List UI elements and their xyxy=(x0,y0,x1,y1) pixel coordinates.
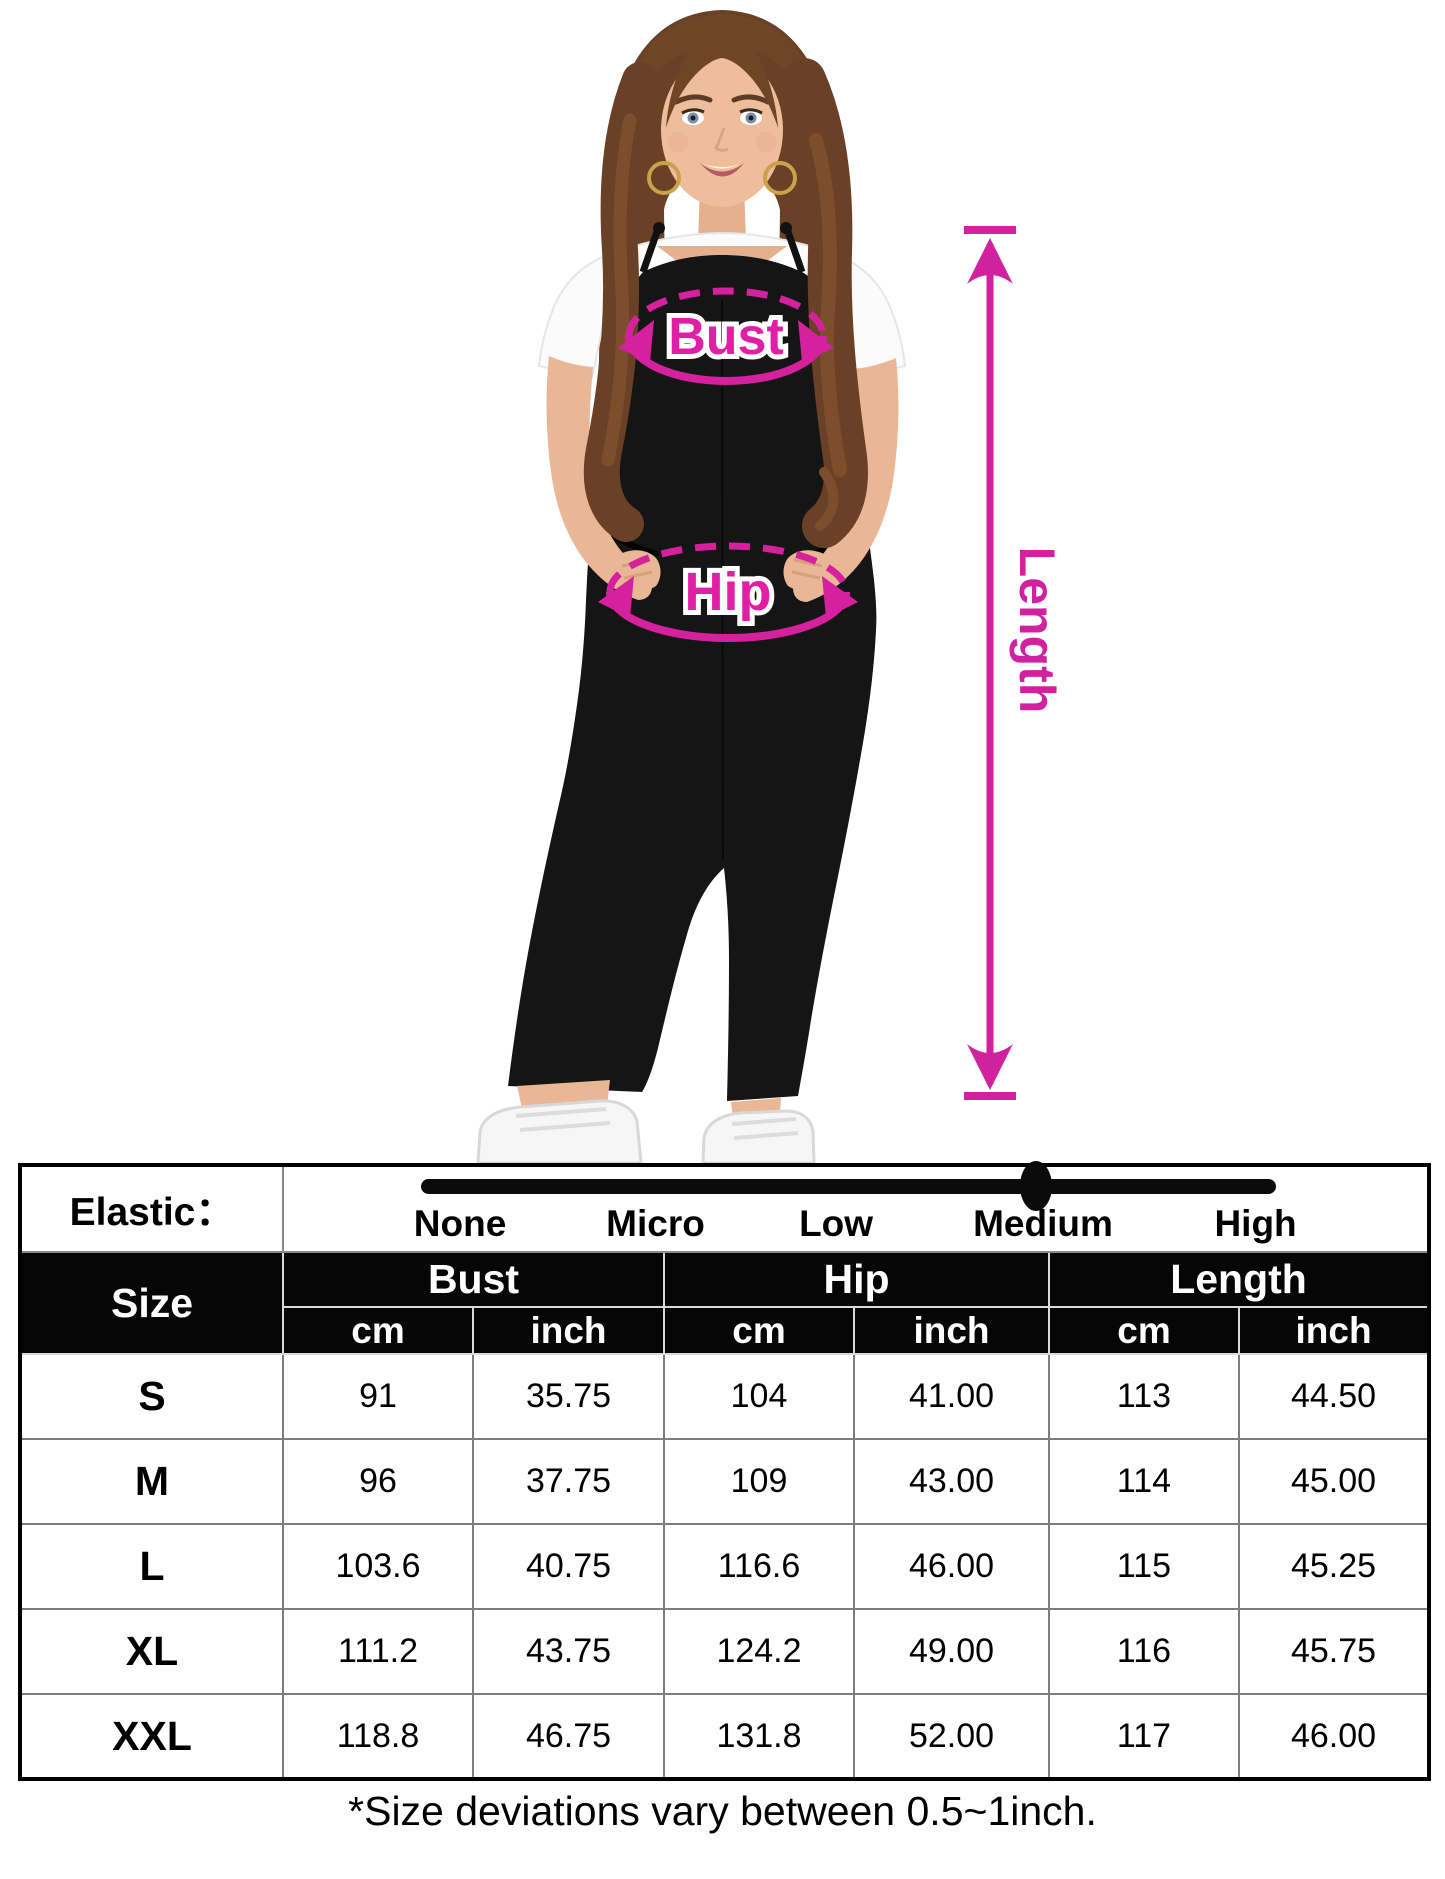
hip-label: Hip xyxy=(685,562,772,622)
bust-label: Bust xyxy=(668,308,784,366)
size-table: Elastic： None Micro Low Medium High Size… xyxy=(18,1161,1432,1781)
table-row-m: M 96 37.75 109 43.00 114 45.00 xyxy=(19,1438,1431,1525)
hip-group-header: Hip xyxy=(663,1251,1050,1308)
elastic-row: Elastic： None Micro Low Medium High xyxy=(19,1161,1431,1253)
size-cell: XL xyxy=(19,1608,284,1695)
value-cell: 116.6 xyxy=(663,1523,855,1610)
value-cell: 91 xyxy=(282,1353,474,1440)
table-row-xl: XL 111.2 43.75 124.2 49.00 116 45.75 xyxy=(19,1608,1431,1695)
value-cell: 111.2 xyxy=(282,1608,474,1695)
model-hair-front xyxy=(583,14,868,548)
value-cell: 43.00 xyxy=(853,1438,1050,1525)
value-cell: 113 xyxy=(1048,1353,1240,1440)
bust-arrow-left xyxy=(618,320,654,362)
length-arrow-down xyxy=(967,1044,1013,1090)
table-row-xxl: XXL 118.8 46.75 131.8 52.00 117 46.00 xyxy=(19,1693,1431,1780)
length-cm-header: cm xyxy=(1048,1306,1240,1355)
value-cell: 52.00 xyxy=(853,1693,1050,1780)
elastic-level-low: Low xyxy=(799,1203,874,1244)
bust-group-header: Bust xyxy=(282,1251,665,1308)
elastic-level-high: High xyxy=(1214,1203,1297,1244)
hip-arrow-left xyxy=(598,576,634,618)
elastic-label: Elastic： xyxy=(19,1164,284,1253)
elastic-level-none: None xyxy=(413,1203,507,1244)
elastic-slider-thumb xyxy=(1020,1161,1053,1211)
size-column-header: Size xyxy=(19,1251,284,1355)
value-cell: 41.00 xyxy=(853,1353,1050,1440)
earring-left xyxy=(647,161,681,195)
value-cell: 37.75 xyxy=(472,1438,665,1525)
elastic-levels: None Micro Low Medium High xyxy=(284,1203,1427,1245)
value-cell: 109 xyxy=(663,1438,855,1525)
unit-header-row: cm inch cm inch cm inch xyxy=(20,1306,1431,1355)
table-row-s: S 91 35.75 104 41.00 113 44.50 xyxy=(19,1353,1431,1440)
hip-arrow-right xyxy=(822,576,858,618)
value-cell: 46.00 xyxy=(1237,1693,1431,1780)
length-group-header: Length xyxy=(1047,1251,1431,1308)
value-cell: 115 xyxy=(1048,1523,1240,1610)
elastic-slider-track xyxy=(421,1179,1277,1194)
value-cell: 44.50 xyxy=(1237,1353,1431,1440)
length-inch-header: inch xyxy=(1237,1306,1431,1355)
model-photo: Bust Hip Length xyxy=(476,10,1065,1163)
group-header-row: Size Bust Hip Length xyxy=(19,1251,1431,1355)
value-cell: 104 xyxy=(663,1353,855,1440)
hip-cm-header: cm xyxy=(663,1306,855,1355)
model-shoes xyxy=(476,1080,816,1163)
bust-ellipse xyxy=(625,287,827,337)
model-face xyxy=(647,53,797,207)
hip-inch-header: inch xyxy=(853,1306,1050,1355)
bust-inch-header: inch xyxy=(472,1306,665,1355)
bust-cm-header: cm xyxy=(282,1306,474,1355)
table-row-l: L 103.6 40.75 116.6 46.00 115 45.25 xyxy=(19,1523,1431,1610)
model-arms xyxy=(546,356,899,602)
bust-annotation: Bust xyxy=(618,287,834,385)
value-cell: 124.2 xyxy=(663,1608,855,1695)
value-cell: 103.6 xyxy=(282,1523,474,1610)
value-cell: 96 xyxy=(282,1438,474,1525)
length-arrow-up xyxy=(967,238,1013,284)
elastic-scale-cell: None Micro Low Medium High xyxy=(281,1161,1431,1253)
elastic-level-medium: Medium xyxy=(973,1203,1113,1244)
value-cell: 35.75 xyxy=(472,1353,665,1440)
value-cell: 114 xyxy=(1048,1438,1240,1525)
size-deviation-note: *Size deviations vary between 0.5~1inch. xyxy=(348,1788,1097,1834)
earring-right xyxy=(763,161,797,195)
value-cell: 45.00 xyxy=(1237,1438,1431,1525)
value-cell: 46.75 xyxy=(472,1693,665,1780)
value-cell: 46.00 xyxy=(853,1523,1050,1610)
value-cell: 49.00 xyxy=(853,1608,1050,1695)
value-cell: 131.8 xyxy=(663,1693,855,1780)
value-cell: 118.8 xyxy=(282,1693,474,1780)
value-cell: 116 xyxy=(1048,1608,1240,1695)
hip-annotation: Hip xyxy=(598,542,858,642)
size-cell: M xyxy=(19,1438,284,1525)
value-cell: 45.75 xyxy=(1237,1608,1431,1695)
value-cell: 40.75 xyxy=(472,1523,665,1610)
length-label: Length xyxy=(1009,547,1065,714)
elastic-level-micro: Micro xyxy=(606,1203,705,1244)
hip-ellipse xyxy=(606,542,850,593)
value-cell: 43.75 xyxy=(472,1608,665,1695)
value-cell: 45.25 xyxy=(1237,1523,1431,1610)
length-annotation: Length xyxy=(964,226,1065,1100)
value-cell: 117 xyxy=(1048,1693,1240,1780)
size-cell: XXL xyxy=(19,1693,284,1780)
size-cell: S xyxy=(19,1353,284,1440)
size-cell: L xyxy=(19,1523,284,1610)
bust-arrow-right xyxy=(798,320,834,362)
